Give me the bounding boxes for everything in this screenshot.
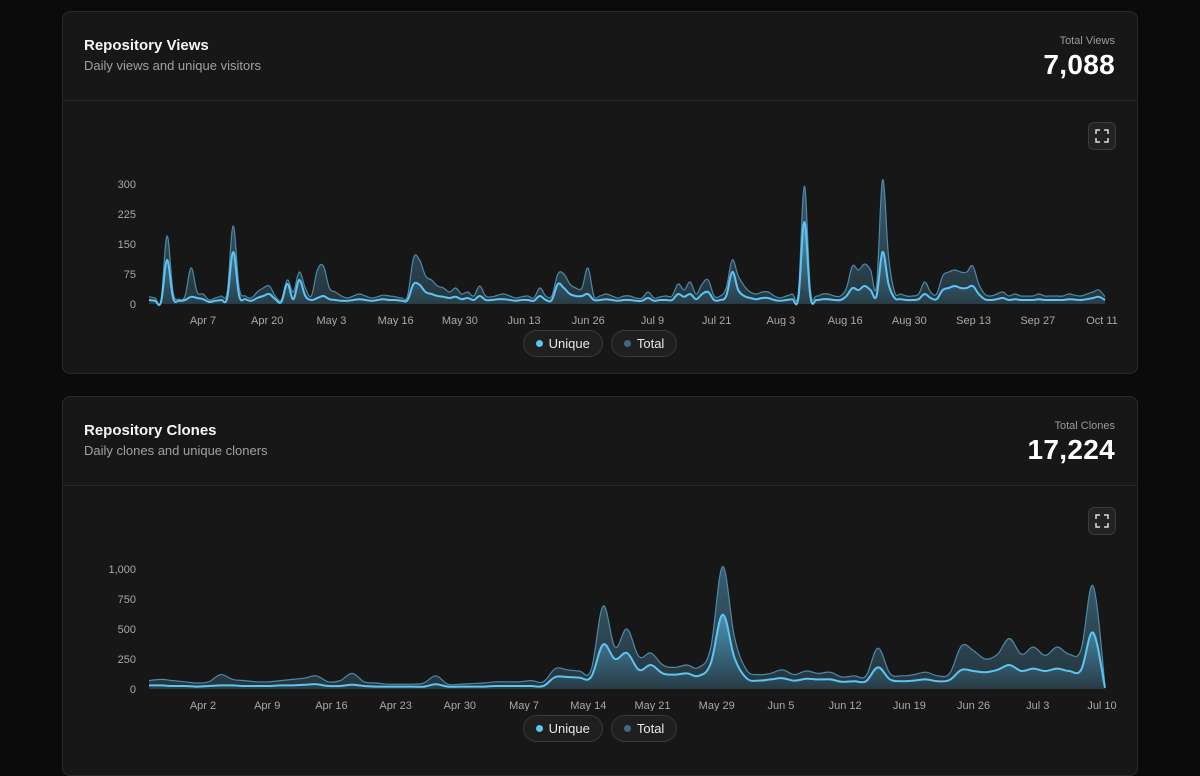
views-x-tick-label: May 30 [442,315,478,326]
clones-expand-button[interactable] [1088,507,1116,535]
clones-line-unique [148,613,1106,689]
clones-x-tick-label: Apr 30 [444,700,476,711]
clones-card: Repository Clones Daily clones and uniqu… [62,396,1138,776]
clones-x-tick-label: May 29 [699,700,735,711]
clones-line-total [148,565,1106,686]
clones-area-unique [149,614,1105,689]
views-y-axis: 300 225 150 75 0 [118,179,136,311]
views-x-tick-label: Aug 3 [767,315,796,326]
clones-subtitle: Daily clones and unique cloners [84,443,268,458]
views-expand-button[interactable] [1088,122,1116,150]
views-series-unique [148,220,1106,306]
clones-x-tick-label: Apr 23 [379,700,411,711]
views-x-tick-label: May 3 [316,315,346,326]
legend-unique-label: Unique [548,721,590,736]
expand-icon [1095,514,1109,528]
clones-series-unique [148,613,1106,689]
total-clones-value: 17,224 [1027,434,1115,465]
legend-total-dot [623,725,631,732]
clones-x-tick-label: Jun 26 [957,700,990,711]
views-chart: 300 225 150 75 0 Apr 7 Apr 20 May 3 May 16 May 30… [118,179,1118,326]
clones-title: Repository Clones [84,422,217,439]
clones-legend: Unique Total [63,715,1137,742]
clones-x-tick-label: May 7 [509,700,539,711]
clones-x-tick-label: Apr 9 [254,700,280,711]
views-y-tick-label: 150 [118,239,136,251]
legend-total-label: Total [636,721,665,736]
legend-unique-dot [535,725,543,732]
views-x-tick-label: Jul 9 [641,315,664,326]
views-x-tick-label: Sep 27 [1020,315,1055,326]
clones-x-axis: Apr 2 Apr 9 Apr 16 Apr 23 Apr 30 May 7 May 14 M… [190,700,1117,711]
expand-icon [1095,129,1109,143]
clones-y-tick-label: 1,000 [108,564,136,576]
clones-x-tick-label: Jul 3 [1026,700,1049,711]
clones-x-tick-label: May 21 [634,700,670,711]
clones-card-header: Repository Clones Daily clones and uniqu… [63,397,1137,486]
views-line-unique [148,220,1106,306]
clones-x-tick-label: May 14 [570,700,606,711]
clones-x-tick-label: Apr 2 [190,700,216,711]
total-clones-label: Total Clones [1054,420,1115,432]
views-card-header: Repository Views Daily views and unique … [63,12,1137,101]
clones-x-tick-label: Jun 19 [893,700,926,711]
clones-y-tick-label: 250 [118,654,136,666]
views-y-tick-label: 75 [124,269,136,281]
views-x-tick-label: Jul 21 [702,315,731,326]
total-views-value: 7,088 [1043,49,1115,80]
views-x-axis: Apr 7 Apr 20 May 3 May 16 May 30 Jun 13 Jun 26… [190,315,1118,326]
legend-total-toggle[interactable]: Total [610,330,678,357]
views-x-tick-label: Jun 13 [508,315,541,326]
views-x-tick-label: Apr 7 [190,315,216,326]
total-views-label: Total Views [1059,35,1115,47]
clones-x-tick-label: Jun 5 [767,700,794,711]
views-line-total [148,179,1106,306]
views-y-tick-label: 0 [130,299,136,311]
views-x-tick-label: May 16 [378,315,414,326]
views-y-tick-label: 225 [118,209,136,221]
views-x-tick-label: Aug 30 [892,315,927,326]
views-y-tick-label: 300 [118,179,136,191]
views-x-tick-label: Jun 26 [572,315,605,326]
views-title: Repository Views [84,37,209,54]
views-legend: Unique Total [63,330,1137,357]
legend-unique-toggle[interactable]: Unique [522,715,603,742]
legend-unique-label: Unique [548,336,590,351]
clones-y-tick-label: 500 [118,624,136,636]
views-x-tick-label: Sep 13 [956,315,991,326]
clones-x-tick-label: Jul 10 [1087,700,1116,711]
views-x-tick-label: Aug 16 [828,315,863,326]
legend-total-label: Total [636,336,665,351]
legend-total-dot [623,340,631,347]
views-x-tick-label: Oct 11 [1086,315,1118,326]
clones-x-tick-label: Jun 12 [829,700,862,711]
views-area-total [149,179,1105,305]
legend-unique-dot [535,340,543,347]
legend-total-toggle[interactable]: Total [610,715,678,742]
views-subtitle: Daily views and unique visitors [84,58,262,73]
legend-unique-toggle[interactable]: Unique [522,330,603,357]
clones-y-axis: 1,000 750 500 250 0 [108,564,136,696]
clones-y-tick-label: 750 [118,594,136,606]
clones-x-tick-label: Apr 16 [315,700,347,711]
views-card: Repository Views Daily views and unique … [62,11,1138,374]
views-x-tick-label: Apr 20 [251,315,283,326]
clones-y-tick-label: 0 [130,684,136,696]
views-series-total [148,179,1106,306]
